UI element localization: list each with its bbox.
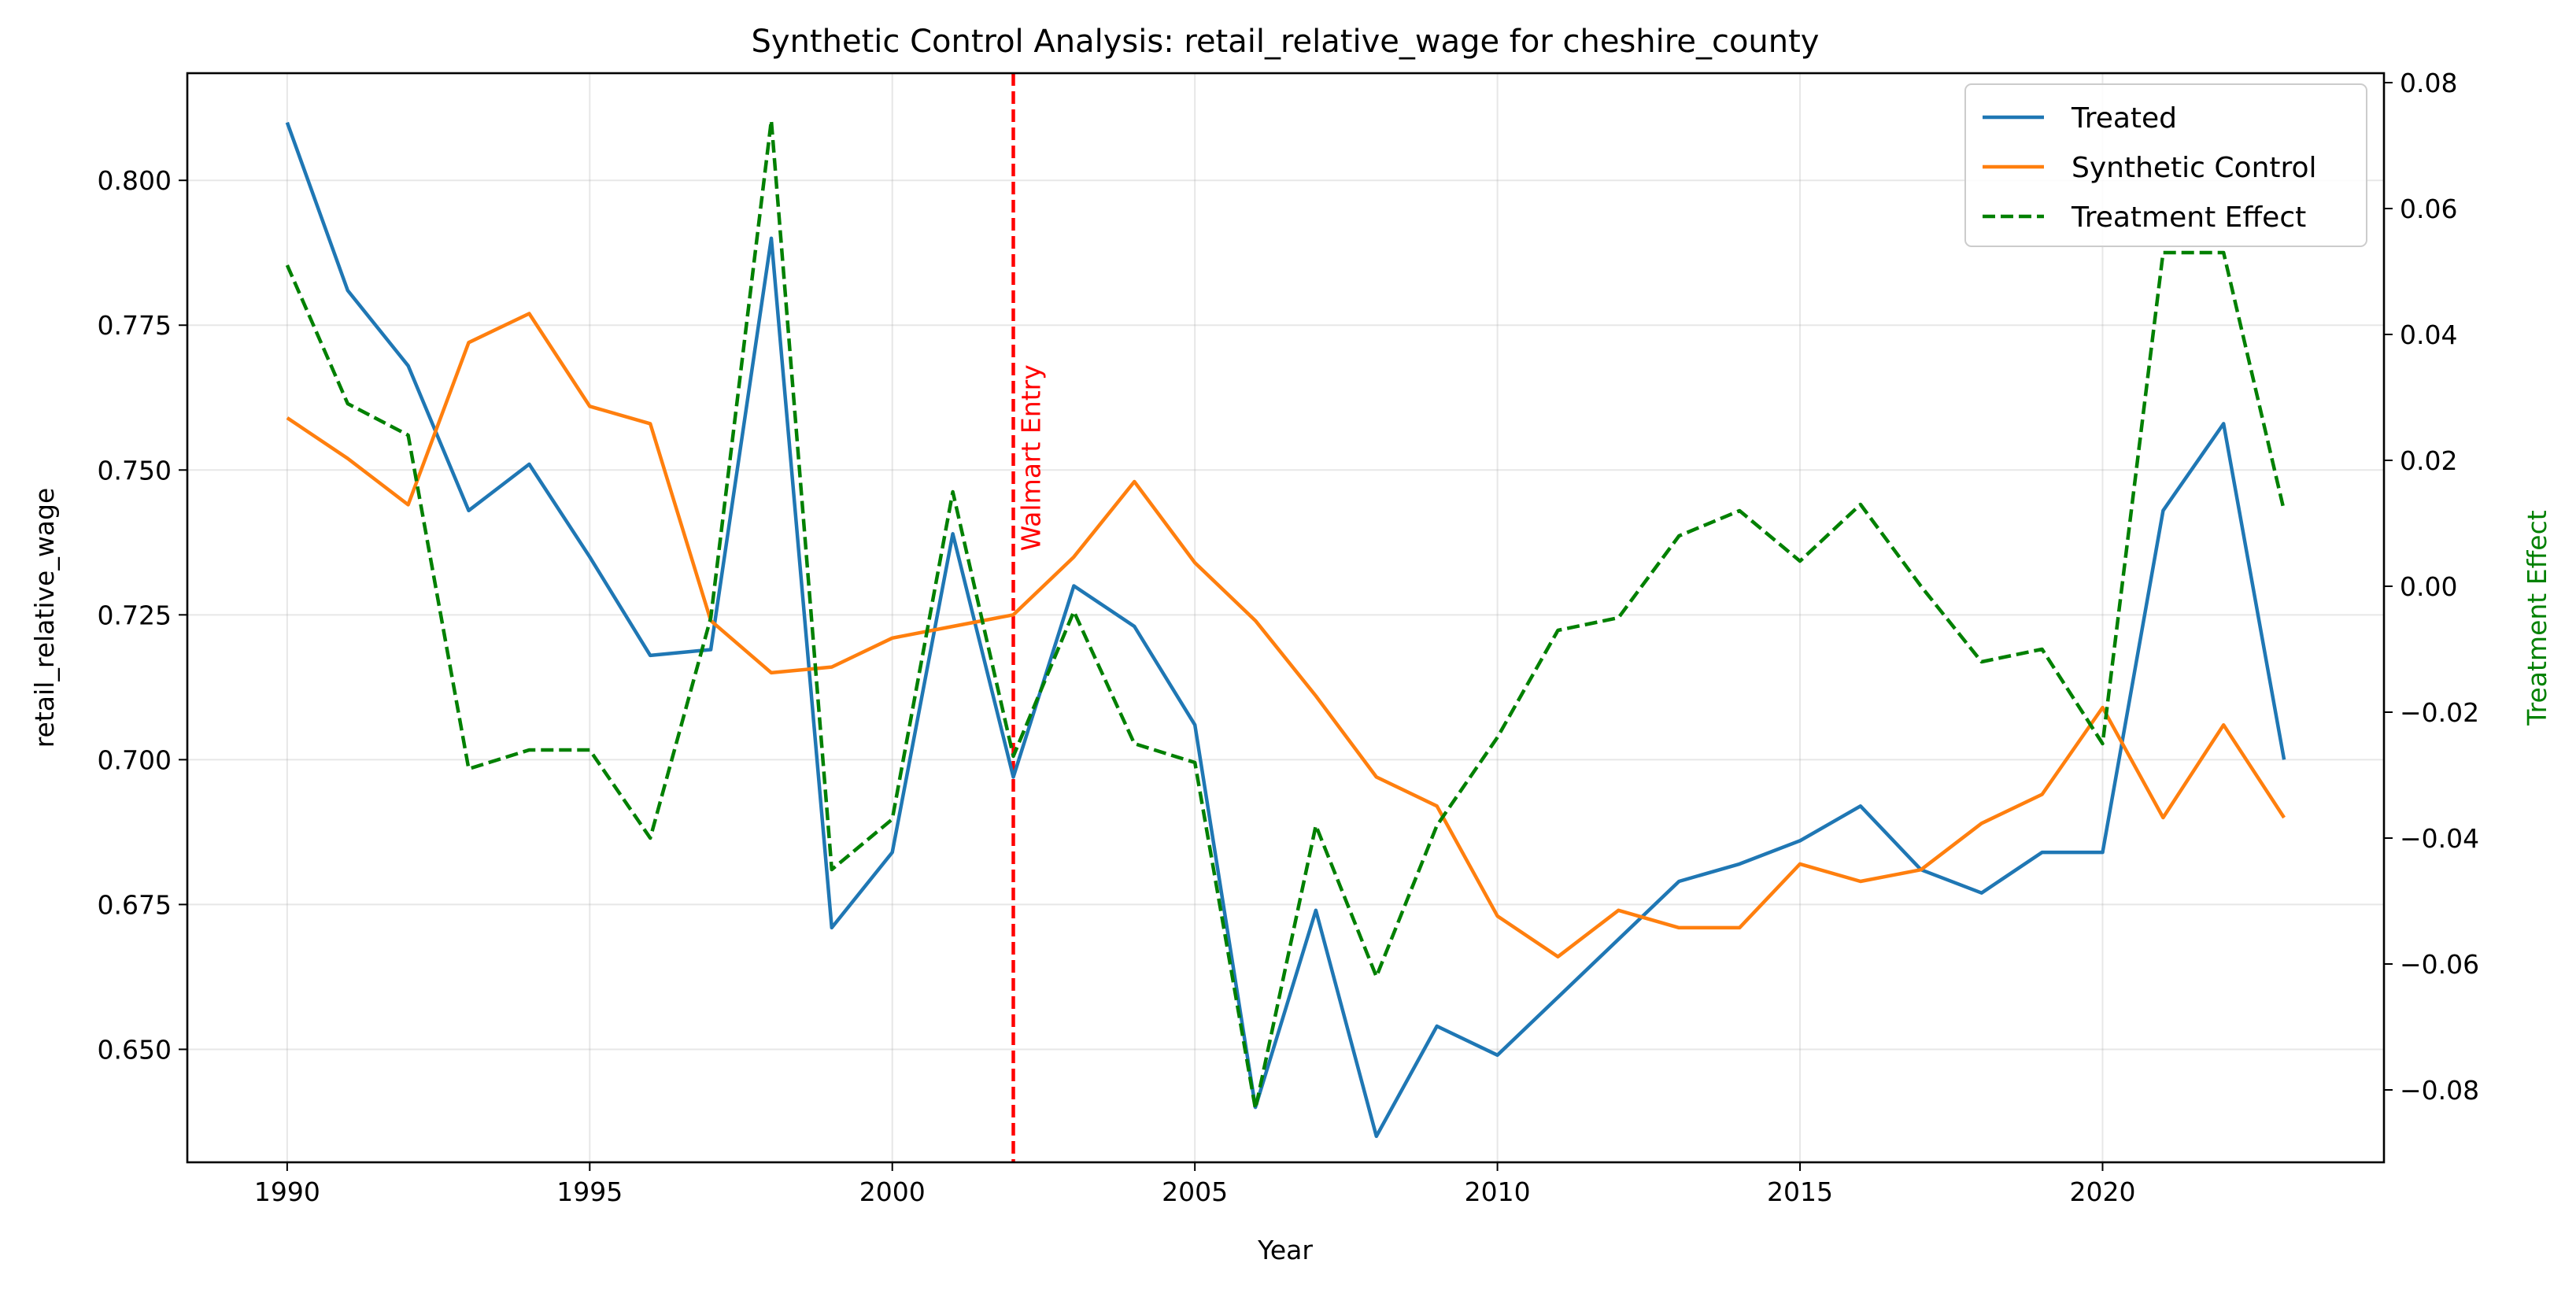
y2-tick-label: 0.00 — [2400, 571, 2457, 602]
x-axis-label: Year — [1257, 1235, 1313, 1265]
legend: Treated Synthetic Control Treatment Effe… — [1964, 83, 2367, 247]
legend-label-treatment-effect: Treatment Effect — [2071, 201, 2306, 234]
y-axis-right: −0.08 −0.06 −0.04 −0.02 0.00 0.02 0.04 0.06 0.08 — [2384, 68, 2479, 1106]
y2-tick-label: 0.08 — [2400, 68, 2457, 98]
y2-axis-label: Treatment Effect — [2522, 510, 2552, 726]
x-tick-label: 2020 — [2069, 1176, 2135, 1207]
y2-tick-label: 0.04 — [2400, 319, 2457, 350]
legend-label-treated: Treated — [2071, 102, 2177, 135]
x-tick-label: 2015 — [1767, 1176, 1833, 1207]
annotation-layer: Walmart Entry — [1011, 73, 1047, 1162]
series-layer — [285, 118, 2286, 1139]
x-tick-label: 1995 — [556, 1176, 623, 1207]
y-tick-label: 0.750 — [98, 455, 172, 486]
x-tick-label: 1990 — [254, 1176, 320, 1207]
legend-label-synthetic-control: Synthetic Control — [2072, 152, 2317, 184]
y-axis-label: retail_relative_wage — [29, 488, 60, 748]
walmart-entry-label: Walmart Entry — [1016, 364, 1047, 551]
series-line-synthetic-control — [286, 312, 2286, 958]
y-tick-label: 0.700 — [98, 744, 172, 775]
y2-tick-label: 0.02 — [2400, 445, 2457, 476]
legend-frame — [1964, 83, 2367, 247]
y-tick-label: 0.800 — [98, 165, 172, 196]
y2-tick-label: −0.06 — [2400, 949, 2479, 980]
y-tick-label: 0.725 — [98, 600, 172, 630]
x-axis: 1990 1995 2000 2005 2010 2015 2020 — [254, 1162, 2135, 1207]
chart-title: Synthetic Control Analysis: retail_relat… — [752, 24, 1820, 60]
x-tick-label: 2005 — [1162, 1176, 1228, 1207]
y2-tick-label: −0.02 — [2400, 697, 2479, 728]
plot-area-frame — [186, 72, 2386, 1164]
y-tick-label: 0.775 — [98, 310, 172, 341]
y-axis-left: 0.650 0.675 0.700 0.725 0.750 0.775 0.800 — [98, 165, 187, 1065]
y2-tick-label: −0.08 — [2400, 1075, 2479, 1106]
y2-tick-label: 0.06 — [2400, 194, 2457, 224]
x-tick-label: 2000 — [859, 1176, 926, 1207]
grid-lines — [187, 73, 2384, 1162]
y-tick-label: 0.675 — [98, 889, 172, 920]
y2-tick-label: −0.04 — [2400, 823, 2479, 854]
series-line-treatment-effect — [285, 118, 2286, 1111]
x-tick-label: 2010 — [1465, 1176, 1531, 1207]
series-line-treated — [285, 121, 2286, 1139]
y-tick-label: 0.650 — [98, 1034, 172, 1065]
